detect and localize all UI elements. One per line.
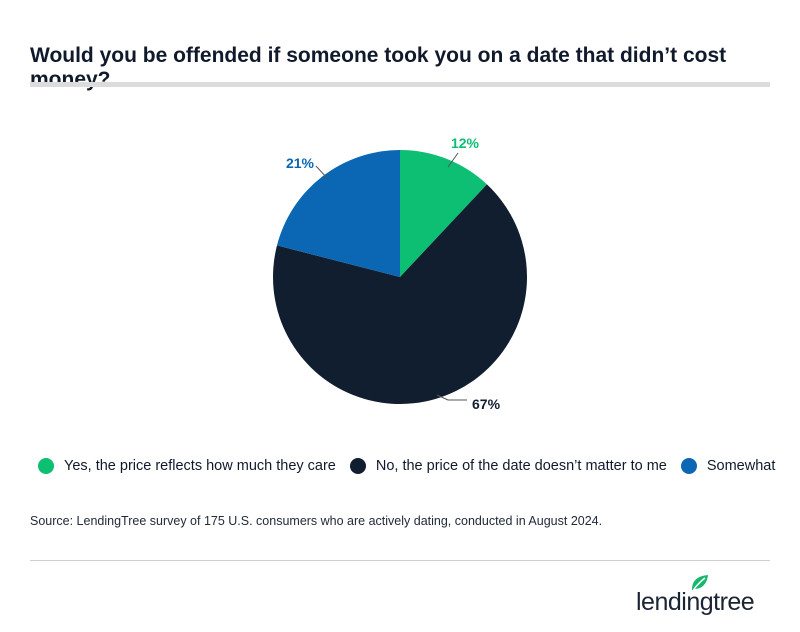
footer-divider	[30, 560, 770, 561]
lendingtree-logo: lendingtree	[636, 574, 772, 618]
leader-line-yes	[447, 152, 459, 168]
legend-item-no: No, the price of the date doesn’t matter…	[349, 458, 667, 474]
data-label-yes: 12%	[451, 135, 480, 151]
logo-wordmark: lendingtree	[636, 588, 755, 616]
legend-swatch-somewhat	[680, 458, 697, 474]
source-note: Source: LendingTree survey of 175 U.S. c…	[30, 514, 603, 528]
data-label-somewhat: 21%	[286, 155, 315, 171]
pie-chart: 12% 67% 21%	[272, 135, 527, 412]
legend-label-no: No, the price of the date doesn’t matter…	[375, 458, 667, 474]
legend-item-somewhat: Somewhat	[680, 458, 776, 474]
pie-slice-yes	[400, 150, 487, 277]
legend: Yes, the price reflects how much they ca…	[38, 458, 789, 474]
title-divider	[30, 82, 770, 87]
leader-line-no	[436, 394, 467, 401]
leaf-icon	[692, 575, 708, 590]
pie-slice-somewhat	[276, 150, 400, 277]
pie-slice-no	[272, 184, 527, 405]
legend-label-somewhat: Somewhat	[706, 458, 776, 474]
legend-label-yes: Yes, the price reflects how much they ca…	[64, 458, 336, 474]
legend-swatch-yes	[38, 458, 54, 474]
data-label-no: 67%	[472, 396, 501, 412]
legend-swatch-no	[349, 458, 366, 474]
legend-item-yes: Yes, the price reflects how much they ca…	[38, 458, 336, 474]
leader-line-somewhat	[315, 165, 328, 179]
